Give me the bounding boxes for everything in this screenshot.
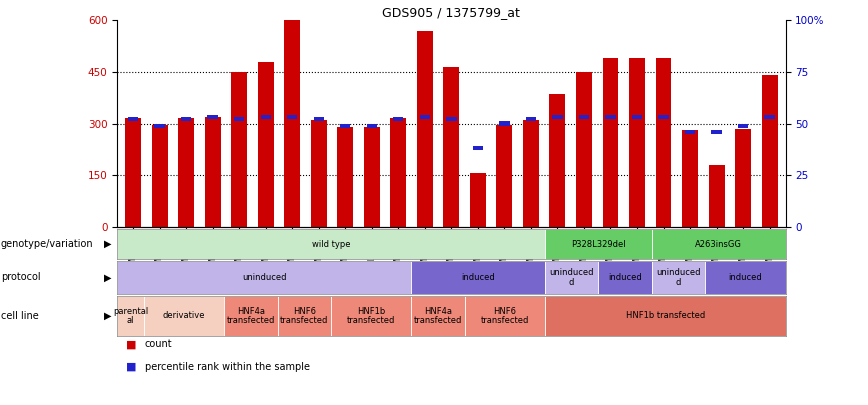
Bar xyxy=(765,115,775,119)
Bar xyxy=(224,296,278,336)
Bar xyxy=(152,125,168,227)
Text: wild type: wild type xyxy=(312,239,351,249)
Bar xyxy=(738,124,748,128)
Bar xyxy=(444,67,459,227)
Bar xyxy=(655,58,672,227)
Bar xyxy=(523,120,539,227)
Bar xyxy=(545,296,786,336)
Bar xyxy=(260,115,271,119)
Bar xyxy=(340,124,351,128)
Bar xyxy=(470,173,486,227)
Bar xyxy=(364,127,380,227)
Bar xyxy=(331,296,411,336)
Bar xyxy=(234,117,245,121)
Bar xyxy=(735,129,751,227)
Bar xyxy=(685,130,695,134)
Bar xyxy=(117,261,411,294)
Text: HNF1b
transfected: HNF1b transfected xyxy=(347,307,395,325)
Text: ■: ■ xyxy=(126,339,136,349)
Bar xyxy=(708,165,725,227)
Bar xyxy=(473,146,483,150)
Text: ▶: ▶ xyxy=(103,239,111,249)
Text: uninduced
d: uninduced d xyxy=(549,268,594,287)
Bar xyxy=(652,229,786,259)
Text: HNF6
transfected: HNF6 transfected xyxy=(481,307,529,325)
Bar xyxy=(181,117,191,121)
Bar xyxy=(313,117,324,121)
Bar xyxy=(579,115,589,119)
Bar xyxy=(602,58,619,227)
Bar xyxy=(393,117,404,121)
Bar xyxy=(128,117,138,121)
Bar xyxy=(287,115,298,119)
Title: GDS905 / 1375799_at: GDS905 / 1375799_at xyxy=(383,6,520,19)
Text: P328L329del: P328L329del xyxy=(571,239,626,249)
Bar xyxy=(549,94,565,227)
Text: HNF4a
transfected: HNF4a transfected xyxy=(227,307,275,325)
Bar xyxy=(419,115,430,119)
Text: cell line: cell line xyxy=(1,311,38,321)
Bar xyxy=(205,117,220,227)
Text: derivative: derivative xyxy=(163,311,205,320)
Bar xyxy=(117,296,144,336)
Bar xyxy=(632,115,642,119)
Bar xyxy=(598,261,652,294)
Text: parental
al: parental al xyxy=(113,307,148,325)
Bar xyxy=(411,296,464,336)
Bar xyxy=(706,261,786,294)
Bar xyxy=(417,31,433,227)
Bar xyxy=(464,296,545,336)
Bar xyxy=(762,75,778,227)
Bar xyxy=(499,122,510,126)
Bar xyxy=(178,118,194,227)
Bar xyxy=(682,130,698,227)
Bar xyxy=(391,118,406,227)
Bar xyxy=(658,115,668,119)
Bar xyxy=(285,20,300,227)
Bar xyxy=(338,127,353,227)
Bar xyxy=(446,117,457,121)
Bar xyxy=(278,296,331,336)
Text: HNF4a
transfected: HNF4a transfected xyxy=(414,307,462,325)
Bar xyxy=(207,115,218,119)
Bar xyxy=(258,62,273,227)
Bar xyxy=(231,72,247,227)
Bar xyxy=(605,115,615,119)
Text: induced: induced xyxy=(728,273,762,282)
Bar xyxy=(545,261,598,294)
Bar xyxy=(366,124,377,128)
Bar xyxy=(411,261,545,294)
Bar xyxy=(526,117,536,121)
Text: ▶: ▶ xyxy=(103,311,111,321)
Bar xyxy=(144,296,224,336)
Bar xyxy=(125,118,141,227)
Bar xyxy=(576,72,592,227)
Text: genotype/variation: genotype/variation xyxy=(1,239,94,249)
Text: HNF6
transfected: HNF6 transfected xyxy=(280,307,328,325)
Bar xyxy=(496,125,512,227)
Text: A263insGG: A263insGG xyxy=(695,239,742,249)
Text: protocol: protocol xyxy=(1,273,41,282)
Text: HNF1b transfected: HNF1b transfected xyxy=(626,311,705,320)
Bar xyxy=(552,115,562,119)
Text: ■: ■ xyxy=(126,362,136,371)
Text: induced: induced xyxy=(461,273,495,282)
Text: count: count xyxy=(145,339,173,349)
Bar xyxy=(545,229,652,259)
Bar xyxy=(117,229,545,259)
Bar xyxy=(712,130,722,134)
Bar xyxy=(311,120,326,227)
Text: uninduced
d: uninduced d xyxy=(656,268,700,287)
Text: uninduced: uninduced xyxy=(242,273,286,282)
Text: percentile rank within the sample: percentile rank within the sample xyxy=(145,362,310,371)
Bar xyxy=(629,58,645,227)
Text: induced: induced xyxy=(608,273,642,282)
Bar xyxy=(652,261,706,294)
Bar xyxy=(155,124,165,128)
Text: ▶: ▶ xyxy=(103,273,111,282)
